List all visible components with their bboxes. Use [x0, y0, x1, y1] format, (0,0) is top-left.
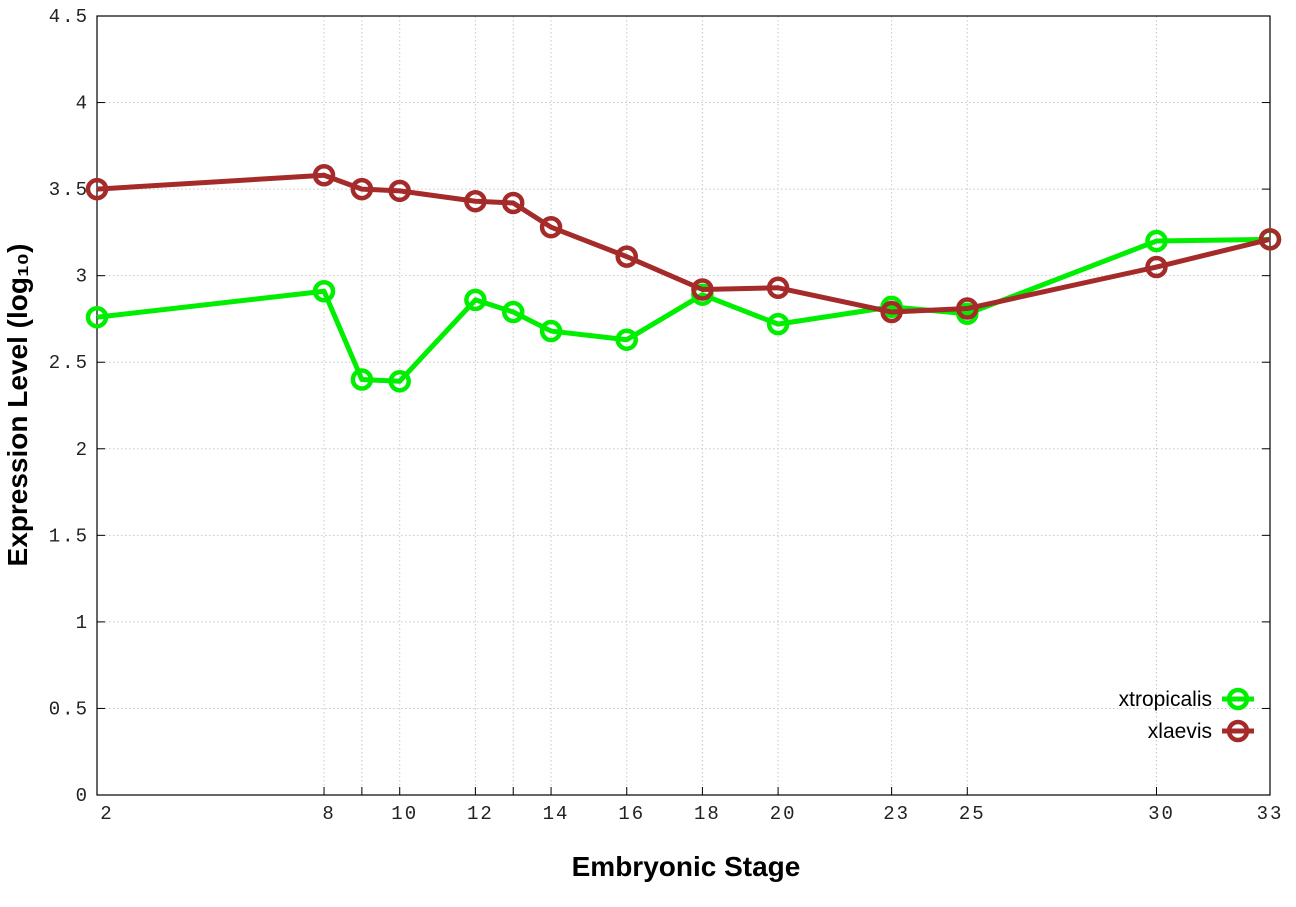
plot-frame [96, 15, 1271, 796]
y-tick-label: 3 [76, 266, 89, 288]
series-group [85, 164, 1282, 393]
y-axis-ticks: 0 0.5 1 1.5 2 2.5 3 3.5 4 4.5 [49, 6, 89, 807]
x-tick-label: 18 [694, 803, 721, 825]
y-axis-label: Expression Level (log₁₀) [2, 244, 33, 567]
y-tick-label: 0 [76, 785, 89, 807]
x-tick-label: 30 [1148, 803, 1175, 825]
data-point-xlaevis [956, 297, 979, 320]
data-point-xlaevis [464, 189, 487, 213]
data-point-xtropicalis [350, 368, 374, 391]
x-tick-label: 12 [467, 803, 494, 825]
data-point-xtropicalis [85, 305, 109, 329]
x-tick-label: 14 [543, 803, 570, 825]
data-point-xlaevis [1258, 228, 1282, 251]
x-axis-ticks: 2 8 10 12 14 16 18 20 23 25 30 33 [100, 803, 1284, 825]
y-tick-label: 1 [76, 612, 89, 634]
data-point-xlaevis [1145, 255, 1168, 279]
series-line-xtropicalis [96, 236, 1271, 384]
x-tick-label: 16 [618, 803, 645, 825]
data-point-xtropicalis [615, 328, 638, 351]
legend-marker-xlaevis [1226, 719, 1250, 743]
data-point-xlaevis [85, 177, 109, 201]
data-point-xtropicalis [501, 300, 525, 324]
legend-label-xtropicalis: xtropicalis [1119, 688, 1212, 711]
data-point-xlaevis [880, 300, 903, 324]
data-point-xtropicalis [464, 288, 487, 312]
plot-border [96, 15, 1271, 796]
series-xtropicalis [85, 228, 1282, 393]
data-point-xtropicalis [539, 319, 563, 343]
x-tick-label: 23 [883, 803, 910, 825]
data-point-xlaevis [388, 179, 411, 203]
x-axis-label: Embryonic Stage [572, 851, 801, 882]
series-xlaevis [85, 164, 1282, 324]
x-tick-label: 2 [100, 803, 113, 825]
y-tick-label: 4.5 [49, 6, 89, 28]
data-point-xlaevis [691, 278, 714, 301]
data-point-xlaevis [312, 164, 336, 187]
legend: xtropicalis xlaevis [1119, 687, 1254, 743]
grid [97, 16, 1270, 795]
y-tick-label: 2 [76, 439, 89, 461]
y-tick-label: 4 [76, 93, 89, 115]
legend-marker-xtropicalis [1226, 687, 1250, 711]
x-tick-label: 20 [770, 803, 797, 825]
series-line-xlaevis [96, 172, 1271, 315]
data-point-xlaevis [350, 177, 374, 201]
data-point-xlaevis [766, 276, 790, 300]
x-tick-label: 33 [1257, 803, 1284, 825]
data-point-xtropicalis [388, 370, 411, 393]
x-tick-label: 25 [959, 803, 986, 825]
y-tick-label: 3.5 [49, 179, 89, 201]
legend-label-xlaevis: xlaevis [1148, 720, 1212, 743]
x-tick-label: 8 [322, 803, 335, 825]
y-tick-label: 0.5 [49, 698, 89, 720]
data-point-xlaevis [501, 191, 525, 215]
data-point-xtropicalis [766, 312, 790, 336]
data-point-xlaevis [615, 245, 638, 268]
y-tick-label: 1.5 [49, 525, 89, 547]
data-point-xtropicalis [1145, 229, 1168, 253]
data-point-xlaevis [539, 215, 563, 239]
data-point-xtropicalis [312, 279, 336, 303]
y-tick-label: 2.5 [49, 352, 89, 374]
x-tick-label: 10 [391, 803, 418, 825]
